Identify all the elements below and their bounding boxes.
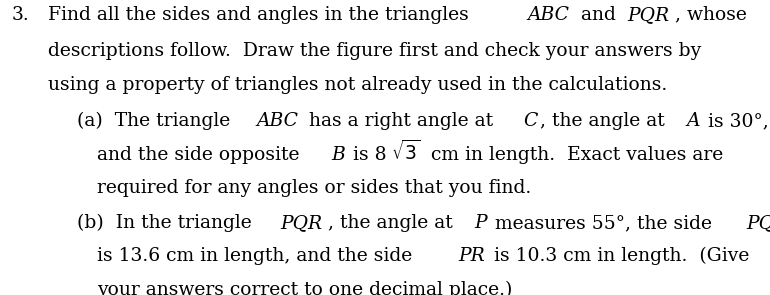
Text: is 30°,: is 30°, <box>702 112 768 130</box>
Text: using a property of triangles not already used in the calculations.: using a property of triangles not alread… <box>49 76 668 94</box>
Text: measures 55°, the side: measures 55°, the side <box>489 214 718 232</box>
Text: your answers correct to one decimal place.): your answers correct to one decimal plac… <box>97 281 513 295</box>
Text: PQR: PQR <box>628 6 670 24</box>
Text: C: C <box>524 112 538 130</box>
Text: and: and <box>575 6 622 24</box>
Text: required for any angles or sides that you find.: required for any angles or sides that yo… <box>97 179 531 197</box>
Text: Find all the sides and angles in the triangles: Find all the sides and angles in the tri… <box>49 6 475 24</box>
Text: has a right angle at: has a right angle at <box>303 112 500 130</box>
Text: is 10.3 cm in length.  (Give: is 10.3 cm in length. (Give <box>488 247 750 266</box>
Text: ABC: ABC <box>256 112 298 130</box>
Text: P: P <box>474 214 487 232</box>
Text: B: B <box>332 146 345 164</box>
Text: , the angle at: , the angle at <box>327 214 458 232</box>
Text: , whose: , whose <box>675 6 747 24</box>
Text: (b)  In the triangle: (b) In the triangle <box>77 214 258 232</box>
Text: PQ: PQ <box>746 214 770 232</box>
Text: is 13.6 cm in length, and the side: is 13.6 cm in length, and the side <box>97 248 418 266</box>
Text: A: A <box>687 112 700 130</box>
Text: $\sqrt{3}$: $\sqrt{3}$ <box>391 140 421 164</box>
Text: (a)  The triangle: (a) The triangle <box>77 112 236 130</box>
Text: cm in length.  Exact values are: cm in length. Exact values are <box>425 146 723 164</box>
Text: descriptions follow.  Draw the figure first and check your answers by: descriptions follow. Draw the figure fir… <box>49 42 701 60</box>
Text: ABC: ABC <box>527 6 570 24</box>
Text: PQR: PQR <box>280 214 323 232</box>
Text: is 8: is 8 <box>347 146 387 164</box>
Text: and the side opposite: and the side opposite <box>97 146 306 164</box>
Text: 3.: 3. <box>12 6 30 24</box>
Text: PR: PR <box>458 248 485 266</box>
Text: , the angle at: , the angle at <box>540 112 671 130</box>
